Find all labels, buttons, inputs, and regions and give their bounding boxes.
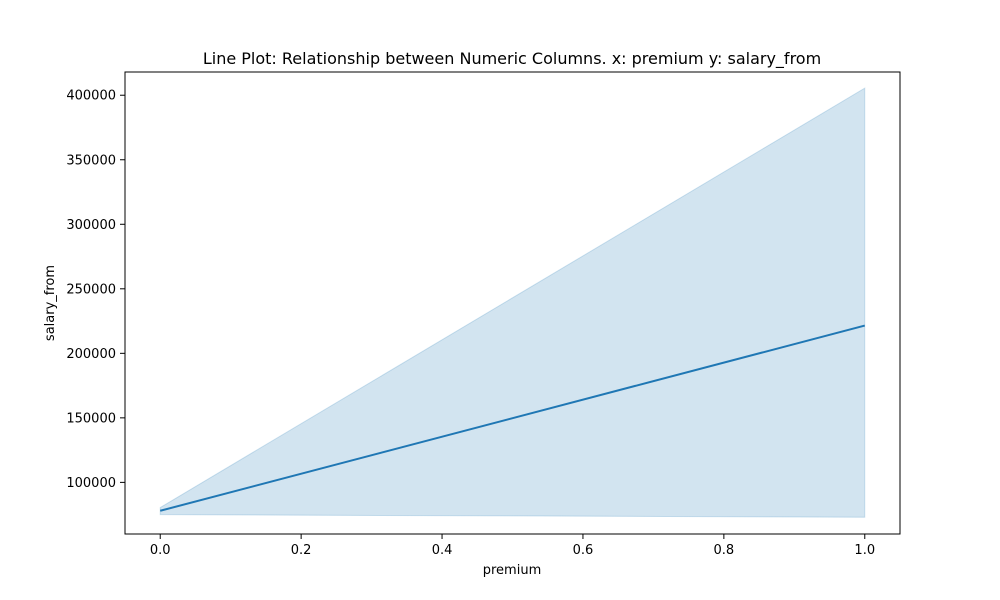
y-tick-label: 200000 [66,347,116,362]
confidence-band-0 [159,87,866,518]
x-tick-label: 0.8 [714,543,735,558]
y-tick-label: 250000 [66,282,116,297]
x-axis: 0.0 0.2 0.4 0.6 0.8 1.0 [150,534,875,558]
plot-area [159,87,866,518]
x-axis-label: premium [483,563,542,578]
x-tick-label: 0.2 [291,543,312,558]
x-tick-label: 0.4 [432,543,453,558]
y-tick-label: 100000 [66,476,116,491]
y-tick-label: 150000 [66,411,116,426]
x-tick-label: 0.0 [150,543,171,558]
plot-frame [124,71,901,535]
y-tick-label: 300000 [66,218,116,233]
y-tick-label: 350000 [66,153,116,168]
x-tick-label: 1.0 [854,543,875,558]
y-axis-label: salary_from [43,265,58,341]
chart-title: Line Plot: Relationship between Numeric … [203,49,821,69]
series-line-0 [159,324,866,512]
y-axis: 100000 150000 200000 250000 300000 350000 4000… [66,89,125,491]
y-tick-label: 400000 [66,89,116,104]
x-tick-label: 0.6 [573,543,594,558]
